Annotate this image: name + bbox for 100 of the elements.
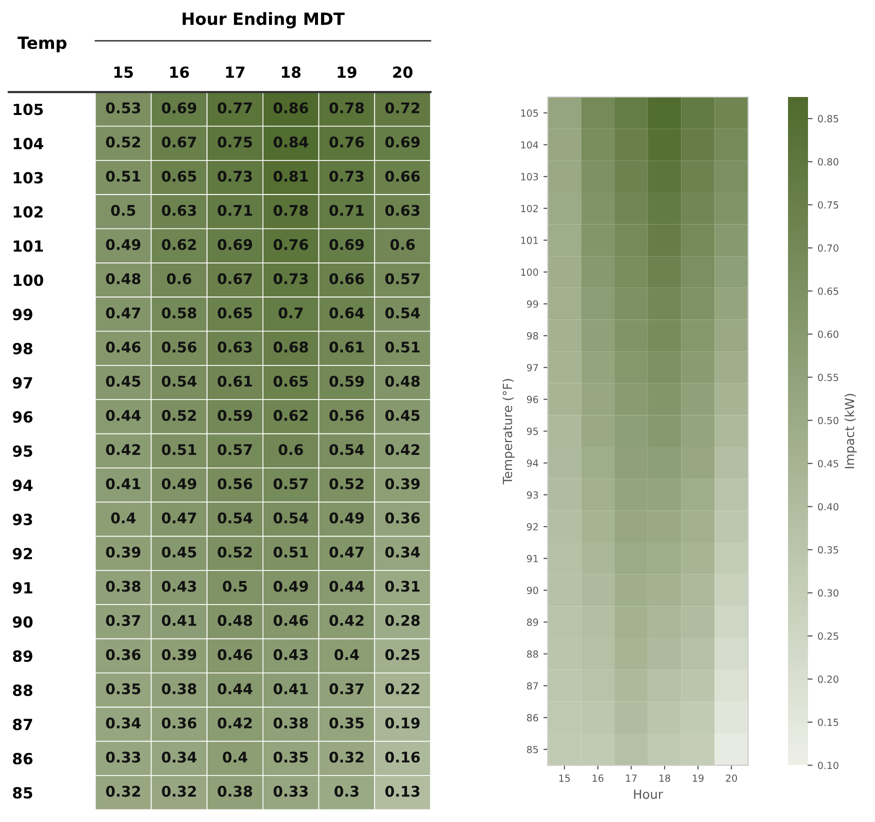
data-label: 0.5 xyxy=(111,204,136,216)
data-label: 0.34 xyxy=(385,546,420,558)
data-label: 0.61 xyxy=(329,342,364,353)
y-tick-label: 100 xyxy=(14,274,44,286)
y-tick-label: 105 xyxy=(14,104,43,116)
y-tick-label: 90 xyxy=(12,616,33,628)
data-label: 0.57 xyxy=(274,478,308,490)
data-label: 0.35 xyxy=(106,683,140,694)
y-tick-label: 103 xyxy=(14,172,43,184)
data-label: 0.57 xyxy=(218,444,252,456)
data-label: 0.36 xyxy=(385,512,420,524)
data-label: 0.69 xyxy=(385,136,420,148)
data-label: 0.66 xyxy=(329,273,364,284)
y-tick-label: 89 xyxy=(527,618,538,626)
data-label: 0.47 xyxy=(106,307,140,318)
data-label: 0.52 xyxy=(162,410,196,421)
color-bar-label: 0.20 xyxy=(818,676,838,683)
color-bar-label: 0.10 xyxy=(818,762,838,770)
data-label: 0.64 xyxy=(329,307,364,318)
y-tick-label: 104 xyxy=(521,141,538,149)
data-label: 0.36 xyxy=(106,649,141,660)
data-label: 0.73 xyxy=(274,273,308,284)
y-tick-label: 102 xyxy=(521,204,538,212)
color-bar-label: 0.30 xyxy=(818,589,838,597)
y-tick-label: 97 xyxy=(12,377,32,389)
y-tick-label: 90 xyxy=(526,586,538,594)
data-label: 0.38 xyxy=(106,580,140,592)
color-bar-label: 0.25 xyxy=(818,632,838,640)
data-label: 0.49 xyxy=(274,580,308,592)
data-label: 0.4 xyxy=(111,512,136,524)
y-tick-label: 97 xyxy=(526,364,538,372)
y-tick-label: 89 xyxy=(12,650,32,662)
data-label: 0.32 xyxy=(106,786,140,797)
data-label: 0.51 xyxy=(106,170,140,182)
data-label: 0.57 xyxy=(385,273,420,284)
data-label: 0.65 xyxy=(274,376,308,387)
data-label: 0.41 xyxy=(274,683,308,694)
y-tick-label: 91 xyxy=(526,554,538,562)
data-label: 0.39 xyxy=(106,546,140,558)
data-label: 0.54 xyxy=(329,444,364,456)
data-label: 0.56 xyxy=(218,478,252,490)
y-tick-label: 98 xyxy=(526,332,538,340)
data-label: 0.72 xyxy=(385,102,420,114)
data-label: 0.46 xyxy=(274,614,308,626)
y-tick-label: 85 xyxy=(527,746,538,754)
y-tick-label: 101 xyxy=(14,240,43,252)
data-label: 0.52 xyxy=(329,478,364,490)
data-label: 0.33 xyxy=(106,752,140,763)
color-bar-label: 0.80 xyxy=(818,158,838,166)
data-label: 0.73 xyxy=(329,170,364,182)
color-bar-label: 0.70 xyxy=(818,244,838,252)
data-label: 0.63 xyxy=(385,204,420,216)
data-label: 0.67 xyxy=(218,273,252,284)
data-label: 0.84 xyxy=(274,136,308,148)
data-label: 0.46 xyxy=(106,342,141,353)
y-tick-label: 100 xyxy=(521,268,538,276)
y-tick-label: 92 xyxy=(12,548,32,560)
data-label: 0.62 xyxy=(274,410,308,421)
y-tick-label: 96 xyxy=(12,411,32,423)
data-label: 0.68 xyxy=(274,342,308,353)
data-label: 0.32 xyxy=(329,752,364,763)
y-tick-label: 88 xyxy=(527,650,538,658)
color-bar-label: 0.35 xyxy=(818,546,838,554)
data-label: 0.35 xyxy=(274,752,308,763)
data-label: 0.4 xyxy=(334,649,359,660)
data-label: 0.56 xyxy=(162,342,196,353)
y-tick-label: 105 xyxy=(521,109,538,117)
data-label: 0.78 xyxy=(329,102,364,114)
data-label: 0.46 xyxy=(218,649,252,660)
color-bar-label: 0.15 xyxy=(818,718,838,726)
x-tick-label: 20 xyxy=(726,774,737,782)
data-label: 0.69 xyxy=(329,239,364,250)
data-label: 0.49 xyxy=(162,478,196,490)
data-label: 0.31 xyxy=(385,580,420,592)
data-label: 0.41 xyxy=(106,478,140,490)
y-tick-label: 93 xyxy=(526,491,538,499)
data-label: 0.44 xyxy=(329,580,364,592)
color-bar-label: 0.45 xyxy=(818,460,838,468)
data-label: 0.69 xyxy=(218,239,252,250)
data-label: 0.45 xyxy=(106,376,140,387)
data-label: 0.47 xyxy=(162,512,196,524)
data-label: 0.6 xyxy=(166,273,192,284)
data-label: 0.16 xyxy=(385,752,420,763)
data-label: 0.76 xyxy=(274,239,308,250)
y-tick-label: 93 xyxy=(12,514,32,526)
data-label: 0.54 xyxy=(274,512,308,524)
data-label: 0.48 xyxy=(218,614,252,626)
x-tick-label: 18 xyxy=(660,774,670,782)
data-label: 0.45 xyxy=(162,546,196,558)
data-label: 0.37 xyxy=(106,614,140,626)
data-label: 0.38 xyxy=(162,683,196,694)
y-tick-label: 91 xyxy=(12,582,32,594)
data-label: 0.51 xyxy=(274,546,308,558)
data-label: 0.25 xyxy=(385,649,420,660)
y-tick-label: 95 xyxy=(12,445,32,457)
color-bar-label: 0.60 xyxy=(818,330,838,338)
y-tick-label: 98 xyxy=(12,342,32,354)
y-tick-label: 86 xyxy=(12,752,32,764)
y-tick-label: 102 xyxy=(14,206,43,218)
data-label: 0.45 xyxy=(385,410,420,421)
